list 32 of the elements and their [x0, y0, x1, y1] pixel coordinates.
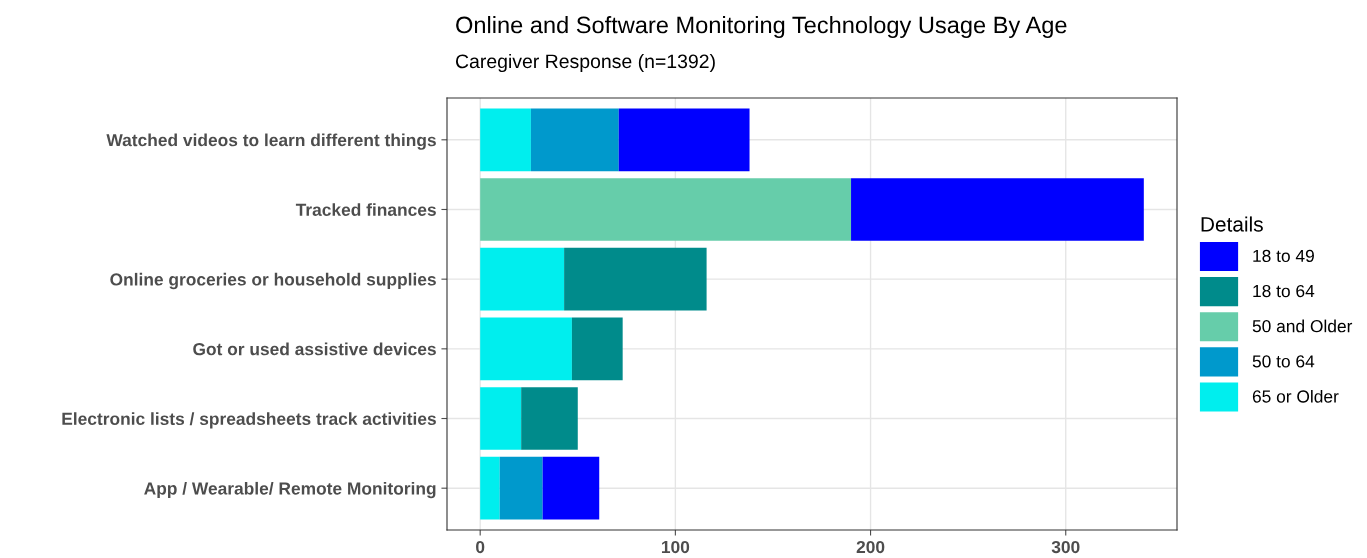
- bar: [618, 108, 750, 172]
- bar: [542, 456, 600, 520]
- bar: [480, 456, 500, 520]
- legend-label: 18 to 64: [1253, 284, 1315, 298]
- y-tick-label: Watched videos to learn different things: [106, 133, 436, 150]
- bar: [571, 317, 623, 381]
- bar: [480, 317, 572, 381]
- y-tick-label: App / Wearable/ Remote Monitoring: [144, 481, 436, 499]
- bar: [480, 108, 531, 172]
- bar: [499, 456, 543, 520]
- y-tick-label: Tracked finances: [295, 203, 436, 216]
- legend-label: 18 to 49: [1253, 249, 1314, 263]
- y-tick-label: Got or used assistive devices: [193, 342, 436, 356]
- bar: [521, 387, 578, 450]
- legend-label: 50 to 64: [1252, 355, 1315, 368]
- chart-subtitle: Caregiver Response (n=1392): [455, 53, 715, 73]
- legend-label: 50 and Older: [1252, 319, 1353, 333]
- legend-label: 65 or Older: [1252, 389, 1339, 403]
- legend-title: Details: [1201, 216, 1263, 232]
- bar: [480, 178, 852, 241]
- bar: [480, 247, 565, 311]
- chart-title: Online and Software Monitoring Technology Usage By Age: [456, 16, 1067, 38]
- y-tick-label: Electronic lists / spreadsheets track activities: [62, 412, 436, 429]
- y-tick-label: Online groceries or household supplies: [110, 272, 436, 290]
- x-tick-label: 100: [661, 540, 690, 554]
- x-tick-label: 300: [1051, 540, 1080, 554]
- x-tick-label: 200: [856, 540, 885, 554]
- bar: [530, 108, 619, 172]
- x-tick-label: 0: [476, 540, 485, 554]
- bar: [564, 247, 707, 311]
- bar: [480, 387, 522, 450]
- bar: [851, 178, 1144, 241]
